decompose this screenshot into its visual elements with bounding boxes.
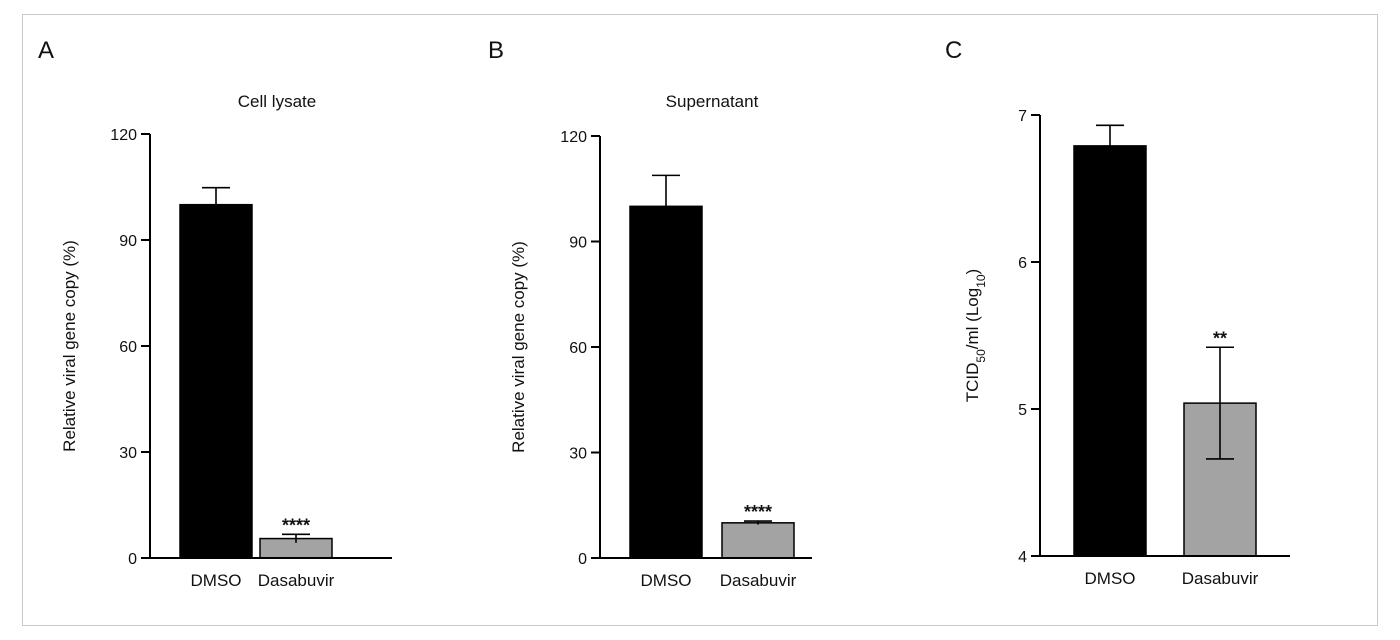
y-tick-label: 120	[110, 127, 137, 144]
panel-letter: A	[38, 37, 54, 64]
panel-letter: B	[488, 37, 504, 64]
bar-dmso	[179, 203, 253, 559]
y-tick-label: 60	[569, 340, 587, 357]
y-axis-label: Relative viral gene copy (%)	[509, 241, 528, 453]
x-tick-label: Dasabuvir	[720, 571, 797, 590]
bar-dmso	[629, 205, 703, 559]
y-tick-label: 30	[119, 445, 137, 462]
y-tick-label: 4	[1018, 549, 1027, 566]
panel-letter: C	[945, 37, 962, 64]
x-tick-label: DMSO	[191, 571, 242, 590]
y-tick-label: 60	[119, 339, 137, 356]
y-tick-label: 7	[1018, 108, 1027, 125]
y-tick-label: 120	[560, 129, 587, 146]
x-tick-label: Dasabuvir	[1182, 569, 1259, 588]
panel-b: B Supernatant DMSO **** Dasabuvir 0 30 60 90 120 R…	[488, 37, 812, 590]
chart-title: Supernatant	[666, 92, 759, 111]
chart-title: Cell lysate	[238, 92, 316, 111]
y-tick-label: 5	[1018, 402, 1027, 419]
significance-label: ****	[282, 515, 310, 535]
panel-c: C DMSO ** Dasabuvir 4 5 6 7 TCID50/ml (Log10)	[945, 37, 1290, 588]
panel-a: A Cell lysate DMSO **** Dasabuvir 0 30 60 90 120 R…	[38, 37, 392, 590]
bar-dasabuvir	[721, 522, 795, 559]
y-tick-label: 30	[569, 446, 587, 463]
x-tick-label: DMSO	[1085, 569, 1136, 588]
significance-label: ****	[744, 502, 772, 522]
bar-dmso	[1073, 145, 1147, 557]
y-tick-label: 6	[1018, 255, 1027, 272]
y-tick-label: 90	[569, 235, 587, 252]
y-tick-label: 90	[119, 233, 137, 250]
y-axis-label: TCID50/ml (Log10)	[963, 269, 988, 402]
y-tick-label: 0	[128, 551, 137, 568]
y-tick-label: 0	[578, 551, 587, 568]
x-tick-label: DMSO	[641, 571, 692, 590]
y-axis-label: Relative viral gene copy (%)	[60, 240, 79, 452]
significance-label: **	[1213, 328, 1227, 348]
x-tick-label: Dasabuvir	[258, 571, 335, 590]
